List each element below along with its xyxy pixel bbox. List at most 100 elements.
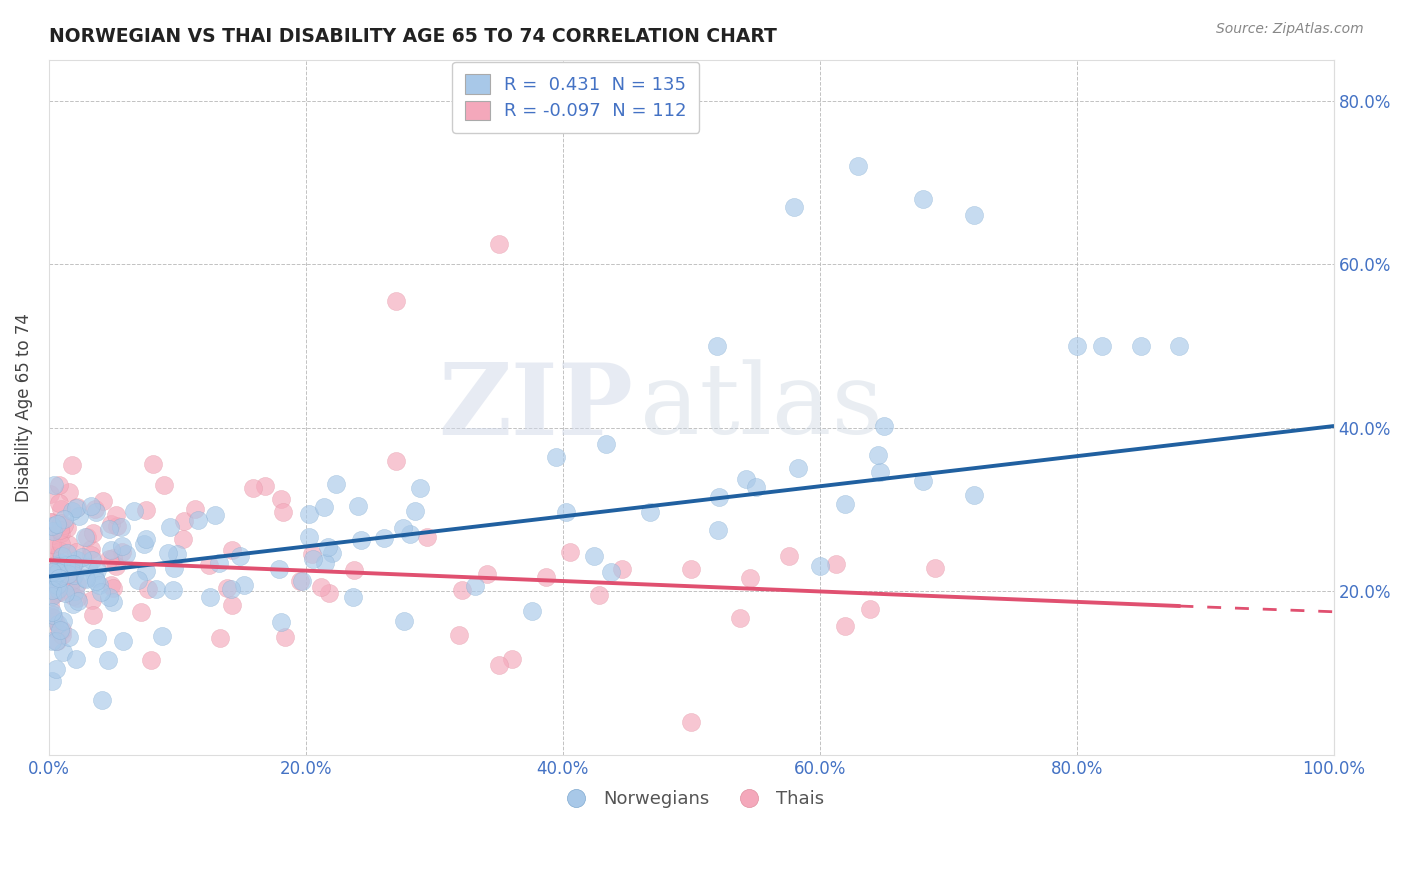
Point bbox=[534, 570, 557, 584]
Point bbox=[62, 597, 84, 611]
Point bbox=[41, 610, 63, 624]
Point bbox=[84, 574, 107, 589]
Point bbox=[1168, 339, 1191, 353]
Point bbox=[963, 208, 986, 222]
Point bbox=[159, 520, 181, 534]
Point bbox=[58, 567, 80, 582]
Point bbox=[373, 531, 395, 545]
Point bbox=[475, 567, 498, 582]
Point bbox=[98, 522, 121, 536]
Point bbox=[75, 571, 97, 585]
Point bbox=[42, 524, 65, 538]
Point bbox=[846, 159, 869, 173]
Point bbox=[100, 543, 122, 558]
Point bbox=[41, 537, 63, 551]
Point bbox=[53, 518, 76, 533]
Point bbox=[65, 651, 87, 665]
Point bbox=[783, 200, 806, 214]
Point bbox=[707, 524, 730, 538]
Point bbox=[51, 624, 73, 638]
Point bbox=[45, 633, 67, 648]
Point bbox=[350, 533, 373, 547]
Point bbox=[39, 621, 62, 635]
Point bbox=[41, 673, 63, 688]
Point bbox=[51, 516, 73, 530]
Point bbox=[859, 601, 882, 615]
Point bbox=[392, 520, 415, 534]
Point bbox=[778, 549, 800, 564]
Point bbox=[65, 500, 87, 515]
Text: Source: ZipAtlas.com: Source: ZipAtlas.com bbox=[1216, 22, 1364, 37]
Point bbox=[80, 499, 103, 513]
Point bbox=[135, 503, 157, 517]
Point bbox=[46, 617, 69, 632]
Text: ZIP: ZIP bbox=[439, 359, 634, 456]
Point bbox=[208, 556, 231, 570]
Point bbox=[48, 496, 70, 510]
Point bbox=[219, 582, 242, 596]
Point bbox=[145, 582, 167, 597]
Point bbox=[65, 500, 87, 515]
Point bbox=[924, 561, 946, 575]
Point bbox=[83, 502, 105, 516]
Point bbox=[555, 505, 578, 519]
Point bbox=[103, 595, 125, 609]
Point bbox=[44, 586, 66, 600]
Point bbox=[343, 563, 366, 577]
Point bbox=[42, 611, 65, 625]
Point bbox=[734, 472, 756, 486]
Point bbox=[404, 504, 426, 518]
Point bbox=[45, 586, 67, 600]
Point bbox=[52, 511, 75, 525]
Point bbox=[385, 454, 408, 468]
Point bbox=[132, 537, 155, 551]
Point bbox=[49, 584, 72, 599]
Point bbox=[91, 494, 114, 508]
Point bbox=[41, 571, 63, 585]
Point bbox=[62, 557, 84, 571]
Point bbox=[100, 578, 122, 592]
Point bbox=[111, 539, 134, 553]
Point bbox=[447, 628, 470, 642]
Point bbox=[314, 556, 336, 570]
Point bbox=[342, 590, 364, 604]
Point bbox=[67, 508, 90, 523]
Point bbox=[82, 608, 104, 623]
Point bbox=[59, 563, 82, 577]
Point bbox=[41, 605, 63, 619]
Point bbox=[291, 574, 314, 588]
Point bbox=[399, 526, 422, 541]
Point bbox=[640, 505, 662, 519]
Point bbox=[392, 614, 415, 628]
Point bbox=[787, 461, 810, 475]
Point bbox=[49, 544, 72, 558]
Point bbox=[464, 579, 486, 593]
Point bbox=[599, 565, 621, 579]
Point bbox=[41, 589, 63, 603]
Point bbox=[963, 488, 986, 502]
Point bbox=[582, 549, 605, 564]
Point bbox=[588, 588, 610, 602]
Point bbox=[681, 562, 703, 576]
Point bbox=[98, 590, 121, 604]
Legend: Norwegians, Thais: Norwegians, Thais bbox=[551, 783, 832, 815]
Point bbox=[41, 583, 63, 598]
Point bbox=[136, 582, 159, 597]
Point bbox=[681, 715, 703, 730]
Point bbox=[302, 552, 325, 566]
Point bbox=[42, 569, 65, 583]
Point bbox=[172, 532, 194, 546]
Point bbox=[347, 499, 370, 513]
Point bbox=[46, 558, 69, 573]
Point bbox=[415, 530, 437, 544]
Point bbox=[270, 615, 292, 630]
Point bbox=[546, 450, 568, 464]
Point bbox=[156, 546, 179, 560]
Point bbox=[221, 599, 243, 613]
Point bbox=[112, 634, 135, 648]
Point bbox=[67, 594, 90, 608]
Point bbox=[122, 504, 145, 518]
Point bbox=[706, 339, 728, 353]
Point bbox=[48, 565, 70, 579]
Point bbox=[595, 437, 617, 451]
